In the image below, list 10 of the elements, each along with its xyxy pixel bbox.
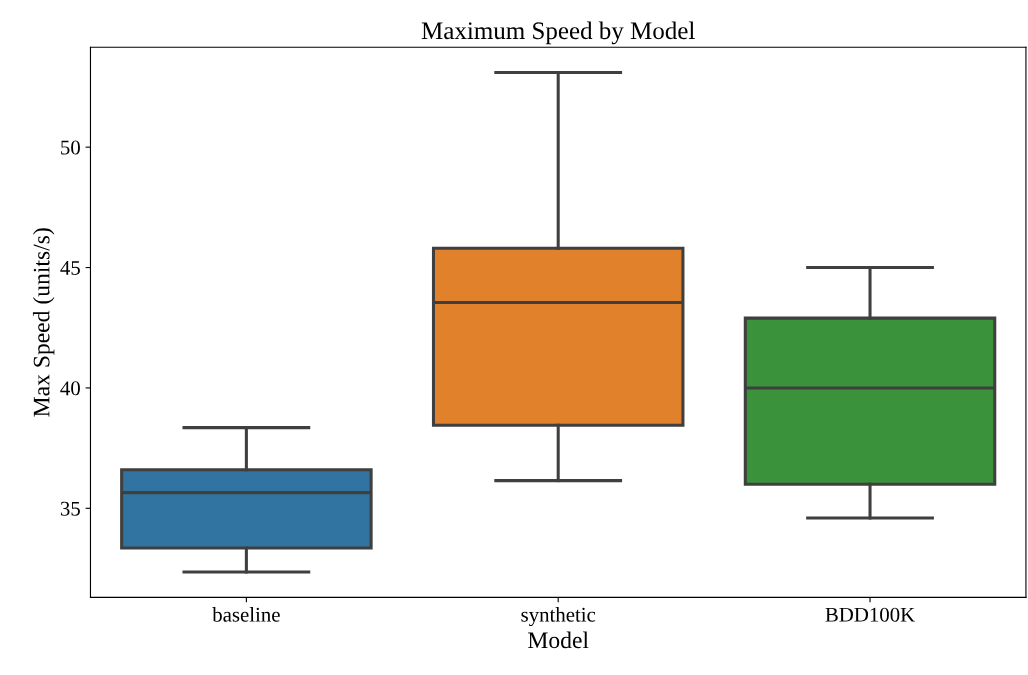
x-axis-title: Model xyxy=(528,631,589,649)
x-tick-label: synthetic xyxy=(521,607,596,627)
chart-title: Maximum Speed by Model xyxy=(421,21,695,45)
y-tick-label: 45 xyxy=(60,261,80,275)
x-tick-label: BDD100K xyxy=(825,607,915,622)
x-tick-label: baseline xyxy=(212,607,280,622)
y-tick-label: 35 xyxy=(60,501,80,516)
y-axis-title: Max Speed (units/s) xyxy=(32,228,55,417)
y-tick-label: 40 xyxy=(60,381,80,396)
y-tick-label: 50 xyxy=(61,140,80,155)
